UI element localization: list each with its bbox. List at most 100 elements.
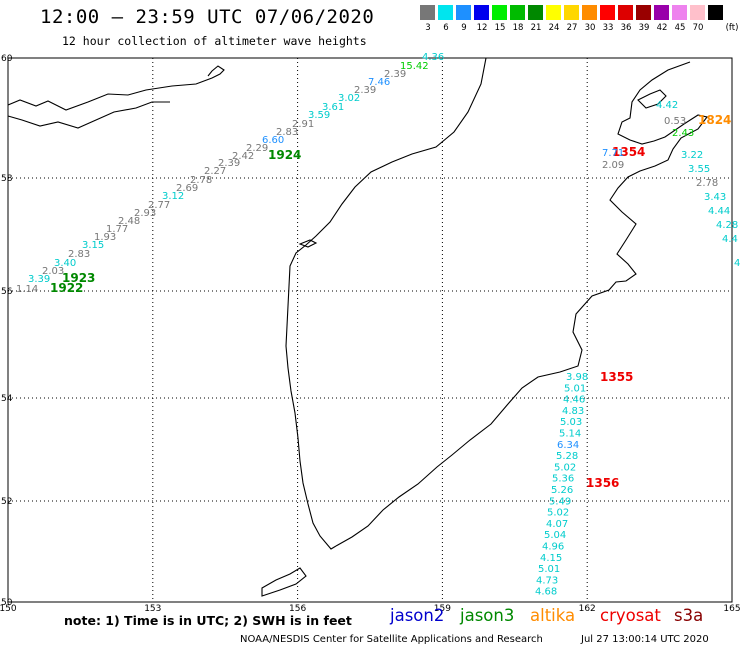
scale-swatch-45 [672,5,688,20]
karaginsky-island [637,89,667,109]
scale-label: 33 [602,23,614,33]
swh-label: 3.98 [566,372,588,383]
scale-label: 70 [692,23,704,33]
swh-label: 3.40 [54,258,76,269]
scale-swatch-42 [654,5,670,20]
swh-label: 5.28 [556,451,578,462]
lon-tick-label: 156 [289,604,306,614]
swh-label: 4.46 [563,395,585,406]
swh-label: 5.26 [551,485,573,496]
swh-label: 2.78 [696,178,718,189]
swh-label: 2.09 [602,160,624,171]
swh-label: 1.77 [106,224,128,235]
swh-label: 3.59 [308,110,330,121]
map-frame [7,57,733,603]
swh-label: 4.28 [716,220,738,231]
swh-label: 7.46 [368,77,390,88]
swh-label: 2.27 [204,166,226,177]
footer-timestamp: Jul 27 13:00:14 UTC 2020 [581,634,709,645]
lon-tick-label: 153 [144,604,161,614]
lat-tick-label: 52 [1,497,12,507]
swh-label: 2.29 [246,143,268,154]
swh-label: 0.53 [664,116,686,127]
swh-label: 2.69 [176,183,198,194]
swh-label: 15.42 [400,61,429,72]
lon-tick-label: 165 [723,604,740,614]
swh-label: 4.4 [722,234,738,245]
scale-swatch-36 [618,5,634,20]
scale-label: 18 [512,23,524,33]
pass-label: 1824 [698,113,731,127]
swh-label: 4. [734,258,740,269]
scale-swatch-39 [636,5,652,20]
swh-label: 4.83 [562,406,584,417]
scale-label: 15 [494,23,506,33]
legend-cryosat: cryosat [600,606,661,625]
swh-label: 2.39 [354,85,376,96]
swh-label: 2.83 [276,127,298,138]
swh-label: 5.01 [564,383,586,394]
swh-label: 6.60 [262,135,284,146]
lat-tick-label: 58 [1,174,13,184]
swh-label: 3.15 [82,240,104,251]
swh-label: 1.14 [16,284,38,295]
scale-unit: (ft) [725,23,739,33]
map-title: 12:00 — 23:59 UTC 07/06/2020 [40,6,375,28]
footer-organization: NOAA/NESDIS Center for Satellite Applica… [240,634,543,645]
swh-label: 1.93 [94,232,116,243]
commander-islet [298,239,318,248]
pass-label: 1922 [50,281,83,295]
swh-label: 3.12 [162,191,184,202]
swh-label: 3.22 [681,150,703,161]
swh-label: 3.55 [688,164,710,175]
swh-label: 2.93 [134,208,156,219]
lon-tick-label: 162 [579,604,596,614]
swh-label: 4.44 [708,206,730,217]
scale-label: 36 [620,23,632,33]
pass-label: 1355 [600,370,633,384]
scale-label: 6 [443,23,449,33]
scale-swatch-33 [600,5,616,20]
swh-label: 4.15 [540,553,562,564]
swh-label: 6.34 [557,440,579,451]
legend-s3a: s3a [674,606,704,625]
scale-swatch-15 [492,5,508,20]
scale-swatch-27 [564,5,580,20]
legend-altika: altika [530,606,576,625]
swh-label: 4.73 [536,575,558,586]
scale-label: 21 [530,23,542,33]
pass-label: 1924 [268,148,301,162]
swh-label: 5.02 [554,462,576,473]
swh-label: 2.43 [672,128,694,139]
map-subtitle: 12 hour collection of altimeter wave hei… [62,34,367,48]
scale-label: 9 [461,23,467,33]
scale-label: 42 [656,23,668,33]
coastline [7,57,708,597]
swh-label: 3.02 [338,93,360,104]
swh-label: 2.77 [148,200,170,211]
scale-label: 39 [638,23,650,33]
swh-label: 4.42 [656,100,678,111]
swh-label: 4.36 [422,52,444,63]
scale-label: 27 [566,23,578,33]
peninsula-coastline [7,101,170,129]
lat-tick-label: 60 [1,54,13,64]
lon-tick-label: 150 [0,604,17,614]
swh-label: 3.61 [322,102,344,113]
scale-label: 3 [425,23,431,33]
scale-swatch-max [708,5,724,20]
okhotsk-islands [261,567,307,597]
scale-label: 24 [548,23,560,33]
lat-lon-grid: 150 153 156 159 162 165 60 58 56 54 52 50 [0,54,740,614]
scale-label: 30 [584,23,596,33]
scale-swatch-30 [582,5,598,20]
swh-label: 3.43 [704,192,726,203]
scale-swatch-3 [420,5,436,20]
kamchatka-east-coastline [335,61,708,547]
swh-label: 5.04 [544,530,566,541]
legend-note: note: 1) Time is in UTC; 2) SWH is in fe… [64,613,352,628]
scale-swatch-70 [690,5,706,20]
lat-tick-label: 54 [1,394,13,404]
swh-label: 2.39 [218,158,240,169]
kamchatka-west-coastline [285,57,487,550]
